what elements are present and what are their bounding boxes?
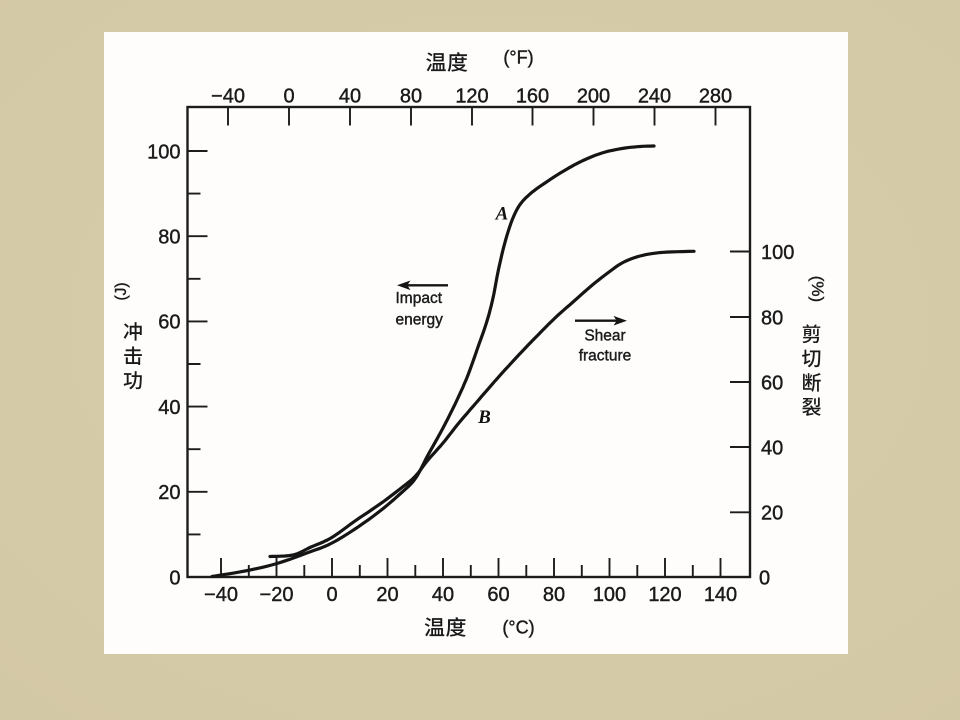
svg-text:(°F): (°F): [503, 48, 533, 68]
svg-text:(J): (J): [113, 282, 130, 300]
svg-text:60: 60: [158, 312, 180, 334]
svg-text:0: 0: [283, 85, 294, 107]
svg-text:40: 40: [158, 397, 180, 419]
svg-text:20: 20: [761, 503, 783, 525]
svg-text:100: 100: [761, 242, 794, 264]
svg-text:120: 120: [455, 85, 488, 107]
svg-text:−40: −40: [204, 584, 238, 606]
svg-text:40: 40: [339, 85, 361, 107]
svg-text:0: 0: [326, 584, 337, 606]
svg-text:120: 120: [648, 584, 681, 606]
svg-text:A: A: [495, 204, 509, 225]
svg-text:160: 160: [516, 85, 549, 107]
svg-text:40: 40: [761, 437, 783, 459]
svg-text:0: 0: [759, 567, 770, 589]
svg-text:100: 100: [593, 584, 626, 606]
svg-text:20: 20: [158, 482, 180, 504]
svg-text:40: 40: [432, 584, 454, 606]
svg-text:−20: −20: [260, 584, 294, 606]
svg-text:80: 80: [543, 584, 565, 606]
svg-text:60: 60: [487, 584, 509, 606]
svg-text:80: 80: [761, 307, 783, 329]
svg-text:(%): (%): [808, 276, 827, 302]
svg-text:80: 80: [400, 85, 422, 107]
svg-text:Impact: Impact: [396, 290, 443, 307]
svg-text:240: 240: [638, 85, 671, 107]
svg-text:B: B: [477, 407, 491, 428]
svg-text:20: 20: [376, 584, 398, 606]
svg-text:280: 280: [699, 85, 732, 107]
svg-text:Shear: Shear: [584, 327, 625, 344]
svg-text:energy: energy: [396, 311, 444, 328]
svg-text:100: 100: [147, 141, 180, 163]
svg-text:140: 140: [704, 584, 737, 606]
svg-text:0: 0: [169, 567, 180, 589]
svg-text:−40: −40: [211, 85, 245, 107]
svg-text:60: 60: [761, 372, 783, 394]
svg-text:(°C): (°C): [502, 618, 534, 638]
svg-text:fracture: fracture: [579, 348, 632, 365]
svg-text:200: 200: [577, 85, 610, 107]
svg-text:80: 80: [158, 227, 180, 249]
